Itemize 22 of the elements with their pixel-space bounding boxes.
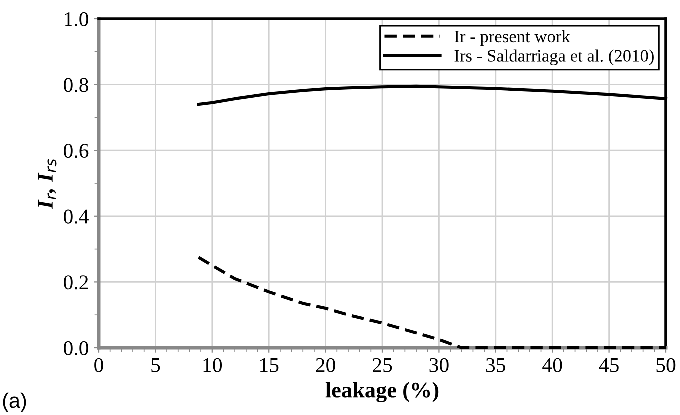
x-tick-label: 40 <box>542 358 562 372</box>
y-tick-label: 0.2 <box>64 276 88 290</box>
y-axis-title: I$_{r}$, I$_{rs}$ <box>38 159 57 210</box>
x-tick-label: 45 <box>599 358 619 372</box>
x-tick-label: 50 <box>656 358 676 372</box>
x-tick-label: 20 <box>316 358 336 372</box>
legend-label: Irs - Saldarriaga et al. (2010) <box>454 50 654 66</box>
y-tick-label: 0.6 <box>64 144 89 158</box>
legend-label: Ir - present work <box>454 30 570 46</box>
text: (a) <box>3 392 26 412</box>
y-tick-label: 0.4 <box>64 210 89 224</box>
x-axis-title: leakage (%) <box>326 382 439 402</box>
x-tick-label: 35 <box>486 358 506 372</box>
y-tick-label: 0.0 <box>64 341 88 356</box>
x-tick-label: 5 <box>152 358 160 372</box>
x-tick-label: 15 <box>260 358 279 372</box>
x-tick-label: 30 <box>430 358 449 372</box>
y-tick-label: 1.0 <box>65 12 88 27</box>
y-tick-label: 0.8 <box>64 78 88 92</box>
x-tick-label: 0 <box>94 358 104 372</box>
x-tick-label: 25 <box>373 358 392 372</box>
x-tick-label: 10 <box>204 358 222 372</box>
